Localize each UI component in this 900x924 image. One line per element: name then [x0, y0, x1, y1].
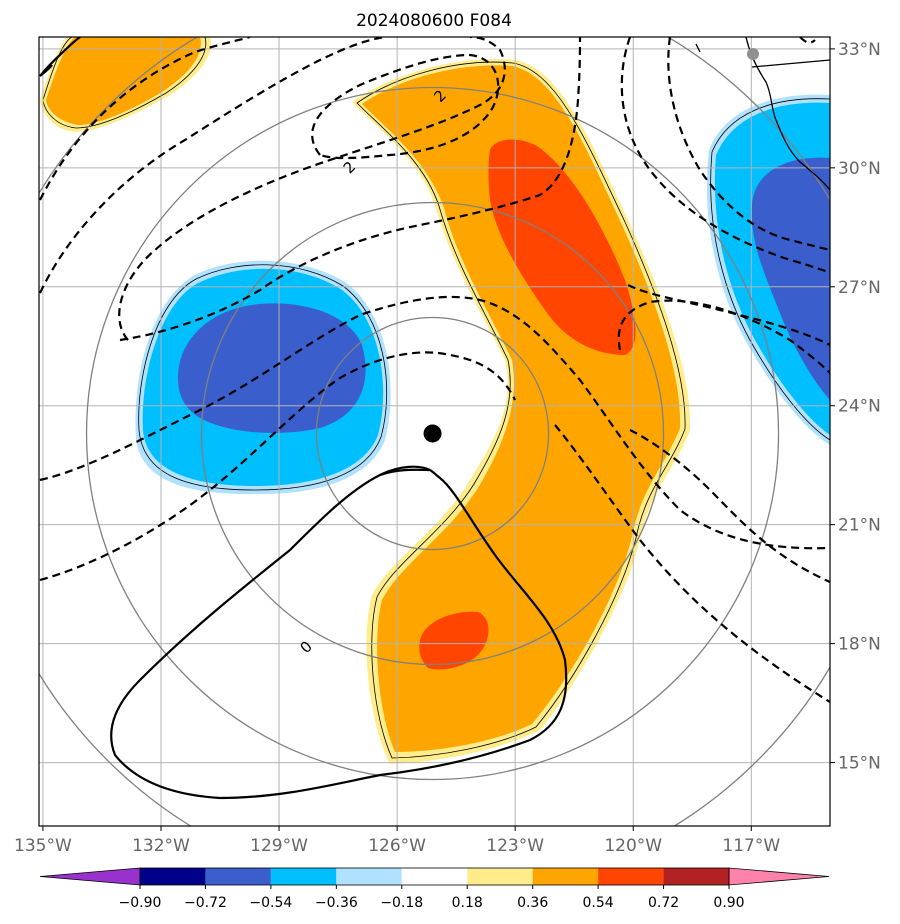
graticule-grid: [39, 37, 830, 826]
colorbar-tick-label: −0.72: [184, 895, 227, 911]
contour-label: 0: [297, 637, 316, 656]
colorbar-segment: [532, 868, 599, 885]
colorbar-frame: [139, 867, 730, 886]
longitude-tick-label: 129°W: [250, 836, 308, 856]
colorbar-tick-label: 0.90: [713, 895, 744, 911]
zero-contour: [39, 37, 568, 800]
colorbar: −0.90 −0.72 −0.54 −0.36 −0.18 0.18 0.36 0.54 0.7…: [39, 867, 830, 911]
colorbar-tick-label: 0.54: [583, 895, 614, 911]
colorbar-segment: [467, 868, 533, 885]
negative-shading-strong: [178, 303, 366, 433]
coastline: [695, 37, 830, 191]
colorbar-tick-label: 0.72: [648, 895, 679, 911]
colorbar-tick-label: −0.54: [249, 895, 292, 911]
positive-shading-core-south: [419, 611, 489, 670]
positive-shading-core-north: [488, 139, 636, 355]
latitude-tick-label: 15°N: [838, 754, 881, 774]
colorbar-tick-label: 0.36: [517, 895, 548, 911]
colorbar-segment: [598, 868, 664, 885]
storm-center-marker: [423, 424, 442, 443]
latitude-tick-label: 18°N: [838, 635, 881, 655]
colorbar-tick-label: 0.18: [452, 895, 483, 911]
longitude-tick-label: 135°W: [14, 836, 72, 856]
range-ring: [200, 201, 665, 666]
map-frame: [38, 36, 831, 827]
longitude-tick-label: 126°W: [368, 836, 426, 856]
latitude-ticks: 15°N 18°N 21°N 24°N 27°N 30°N 33°N: [830, 40, 881, 774]
colorbar-segment: [336, 868, 402, 885]
positive-shading-northwest: [46, 37, 201, 125]
map-plot-area: 220: [39, 37, 830, 826]
colorbar-segment: [205, 868, 271, 885]
colorbar-segment: [140, 868, 206, 885]
zero-contour-top: [379, 465, 431, 476]
colorbar-segment: [663, 868, 729, 885]
latitude-tick-label: 27°N: [838, 278, 881, 298]
latitude-tick-label: 33°N: [838, 40, 881, 60]
longitude-tick-label: 132°W: [132, 836, 190, 856]
range-ring: [85, 86, 780, 781]
city-marker: [747, 48, 759, 60]
latitude-tick-label: 24°N: [838, 397, 881, 417]
colorbar-tick-label: −0.18: [380, 895, 423, 911]
colorbar-over-extension: [728, 867, 830, 886]
filled-anomaly-shading: [40, 37, 830, 765]
shading-outlines: [42, 37, 830, 759]
map-title: 2024080600 F084: [356, 11, 512, 31]
colorbar-tick-label: −0.36: [315, 895, 358, 911]
zero-contour-northwest: [39, 64, 53, 77]
latitude-tick-label: 30°N: [838, 159, 881, 179]
longitude-ticks: 135°W 132°W 129°W 126°W 123°W 120°W 117°W: [14, 826, 780, 856]
longitude-tick-label: 120°W: [604, 836, 662, 856]
range-ring: [315, 316, 550, 551]
colorbar-under-extension: [39, 867, 141, 886]
longitude-tick-label: 123°W: [486, 836, 544, 856]
range-rings: [39, 37, 830, 826]
negative-shading-east-strong: [751, 157, 830, 400]
colorbar-tick-label: −0.90: [119, 895, 162, 911]
longitude-tick-label: 117°W: [722, 836, 780, 856]
colorbar-segment: [401, 868, 468, 885]
latitude-tick-label: 21°N: [838, 516, 881, 536]
dashed-contours: [39, 37, 830, 703]
colorbar-segment: [270, 868, 337, 885]
